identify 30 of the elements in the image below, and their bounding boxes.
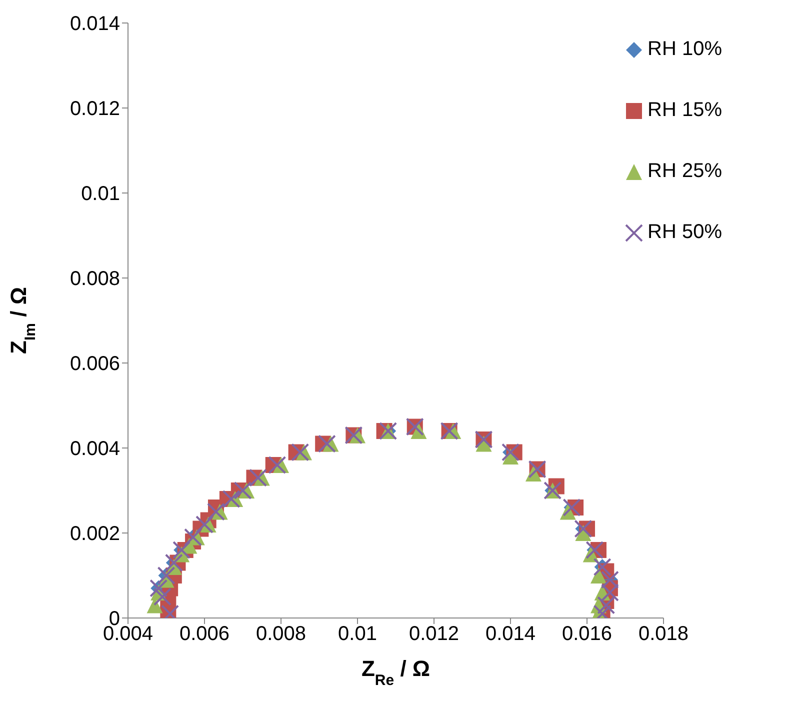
y-tick-label: 0.01 bbox=[81, 183, 120, 206]
x-tick-label: 0.016 bbox=[562, 623, 612, 646]
x-tick-label: 0.006 bbox=[179, 623, 230, 646]
y-tick-label: 0.008 bbox=[70, 268, 120, 290]
point bbox=[196, 516, 214, 534]
point bbox=[318, 434, 336, 453]
point bbox=[291, 443, 310, 462]
y-tick-label: 0.002 bbox=[70, 523, 120, 546]
legend-label: RH 10% bbox=[648, 38, 722, 61]
y-tick-label: 0.006 bbox=[70, 353, 120, 376]
y-tick-label: 0.012 bbox=[70, 98, 120, 120]
legend-label: RH 15% bbox=[648, 99, 722, 122]
x-tick-label: 0.012 bbox=[408, 623, 460, 646]
x-tick-label: 0.018 bbox=[638, 623, 689, 646]
point bbox=[206, 502, 225, 521]
point bbox=[597, 596, 616, 614]
point bbox=[153, 588, 172, 606]
legend-label: RH 25% bbox=[648, 160, 722, 183]
point bbox=[600, 584, 619, 602]
x-tick-label: 0.01 bbox=[338, 623, 377, 646]
point bbox=[249, 468, 268, 487]
x-tick-label: 0.008 bbox=[256, 623, 306, 646]
y-tick-label: 0.014 bbox=[70, 13, 120, 36]
point bbox=[222, 490, 240, 508]
point bbox=[268, 456, 286, 474]
legend-label: RH 50% bbox=[648, 221, 722, 244]
y-tick-label: 0.004 bbox=[70, 438, 120, 460]
x-tick-label: 0.014 bbox=[485, 623, 536, 646]
point bbox=[234, 482, 252, 500]
x-axis-title: Z$_{Re}$ / Ω bbox=[361, 656, 430, 688]
